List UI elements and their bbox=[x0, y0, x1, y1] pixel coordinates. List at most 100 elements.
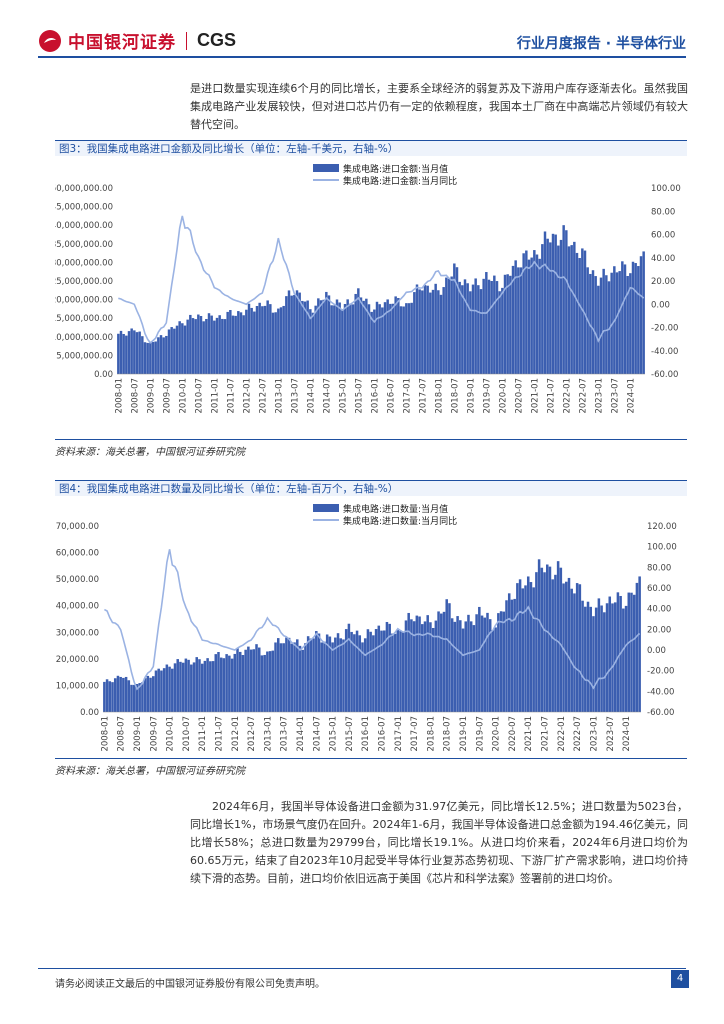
x-axis-tick: 2019-07 bbox=[482, 378, 492, 414]
bar bbox=[622, 608, 625, 712]
bar bbox=[336, 633, 340, 712]
bar bbox=[621, 261, 624, 374]
line-series bbox=[118, 215, 645, 344]
x-axis-tick: 2021-01 bbox=[524, 716, 534, 752]
bar bbox=[442, 611, 446, 712]
bar bbox=[487, 279, 491, 374]
x-axis-tick: 2020-01 bbox=[498, 378, 508, 414]
left-axis-tick: 40,000.00 bbox=[56, 602, 99, 612]
bar bbox=[133, 330, 136, 374]
bar bbox=[366, 629, 370, 712]
bar bbox=[399, 631, 402, 712]
bar bbox=[463, 279, 467, 374]
x-axis-tick: 2012-07 bbox=[258, 378, 268, 414]
bar bbox=[271, 312, 275, 374]
bar bbox=[274, 642, 277, 712]
left-axis-tick: 15,000,000.00 bbox=[55, 314, 113, 324]
x-axis-tick: 2016-01 bbox=[361, 716, 371, 752]
x-axis-tick: 2013-07 bbox=[290, 378, 300, 414]
bar bbox=[171, 668, 174, 712]
bar bbox=[581, 600, 584, 712]
figure4-chart: 0.00 10,000.00 20,000.00 30,000.00 40,000.00… bbox=[56, 503, 677, 752]
bar bbox=[434, 283, 437, 374]
bar bbox=[162, 337, 165, 374]
x-axis-tick: 2023-07 bbox=[610, 378, 620, 414]
x-axis-tick: 2009-01 bbox=[146, 378, 156, 414]
bar bbox=[138, 683, 141, 712]
bar bbox=[266, 300, 269, 374]
bar bbox=[483, 617, 487, 712]
bar bbox=[244, 649, 247, 712]
bar bbox=[247, 646, 250, 712]
bar bbox=[357, 288, 360, 374]
x-axis-tick: 2009-07 bbox=[149, 716, 159, 752]
bar bbox=[599, 277, 603, 374]
bar bbox=[277, 308, 280, 374]
bar bbox=[551, 233, 555, 374]
bar bbox=[351, 304, 355, 374]
bar bbox=[225, 654, 228, 712]
x-axis-tick: 2008-01 bbox=[100, 716, 110, 752]
bar bbox=[253, 311, 256, 374]
bar bbox=[412, 621, 416, 712]
legend-bar-label: 集成电路:进口金额:当月值 bbox=[343, 163, 448, 175]
bar bbox=[490, 280, 493, 374]
x-axis-tick: 2021-07 bbox=[546, 378, 556, 414]
bar bbox=[306, 636, 310, 712]
bar bbox=[320, 642, 323, 712]
bar bbox=[170, 327, 173, 374]
bar bbox=[138, 331, 141, 374]
bar bbox=[242, 315, 245, 374]
footer-disclaimer: 请务必阅读正文最后的中国银河证券股份有限公司免责声明。 bbox=[55, 979, 325, 990]
bar bbox=[184, 658, 188, 712]
bar bbox=[459, 620, 462, 712]
right-axis-tick: 40.00 bbox=[651, 254, 675, 264]
bar bbox=[404, 620, 408, 712]
bar bbox=[447, 278, 451, 374]
bar bbox=[543, 572, 546, 712]
bar bbox=[518, 579, 522, 712]
x-axis-tick: 2020-01 bbox=[492, 716, 502, 752]
bar bbox=[260, 655, 264, 712]
intro-paragraph: 是进口数量实现连续6个月的同比增长，主要系全球经济的弱复苏及下游用户库存逐渐去化… bbox=[190, 82, 688, 131]
bar bbox=[426, 285, 429, 374]
bar bbox=[154, 341, 157, 374]
bar bbox=[255, 644, 258, 712]
bar bbox=[369, 631, 372, 712]
bar bbox=[418, 289, 421, 374]
bar bbox=[132, 684, 136, 712]
bar bbox=[199, 316, 203, 374]
bar bbox=[141, 682, 144, 712]
bar bbox=[197, 314, 200, 374]
figure4-title: 图4：我国集成电路进口数量及同比增长（单位：左轴-百万个，右轴-%） bbox=[55, 480, 687, 496]
bar bbox=[401, 631, 405, 712]
x-axis-tick: 2022-07 bbox=[573, 716, 583, 752]
right-axis-tick: 100.00 bbox=[647, 543, 677, 553]
bar bbox=[192, 662, 196, 712]
bar bbox=[162, 668, 166, 712]
bar bbox=[382, 630, 386, 712]
bar bbox=[396, 629, 400, 712]
bar bbox=[507, 593, 511, 712]
bar bbox=[287, 637, 291, 712]
bar bbox=[437, 611, 440, 712]
figure3-source-divider bbox=[55, 439, 687, 440]
bar bbox=[276, 638, 280, 712]
bar bbox=[282, 305, 285, 374]
bar bbox=[127, 331, 131, 374]
brand-name-en: CGS bbox=[197, 30, 237, 50]
x-axis-tick: 2022-01 bbox=[557, 716, 567, 752]
bar bbox=[532, 587, 535, 712]
x-axis-tick: 2008-01 bbox=[114, 378, 124, 414]
bar bbox=[186, 319, 189, 374]
bar bbox=[303, 301, 307, 374]
bar bbox=[314, 305, 317, 374]
bar bbox=[234, 315, 237, 374]
bar bbox=[354, 293, 357, 374]
bar bbox=[257, 647, 261, 712]
bar bbox=[258, 302, 261, 374]
bar bbox=[211, 661, 215, 712]
bar bbox=[594, 276, 597, 374]
bar bbox=[205, 318, 208, 374]
bar bbox=[410, 302, 413, 374]
